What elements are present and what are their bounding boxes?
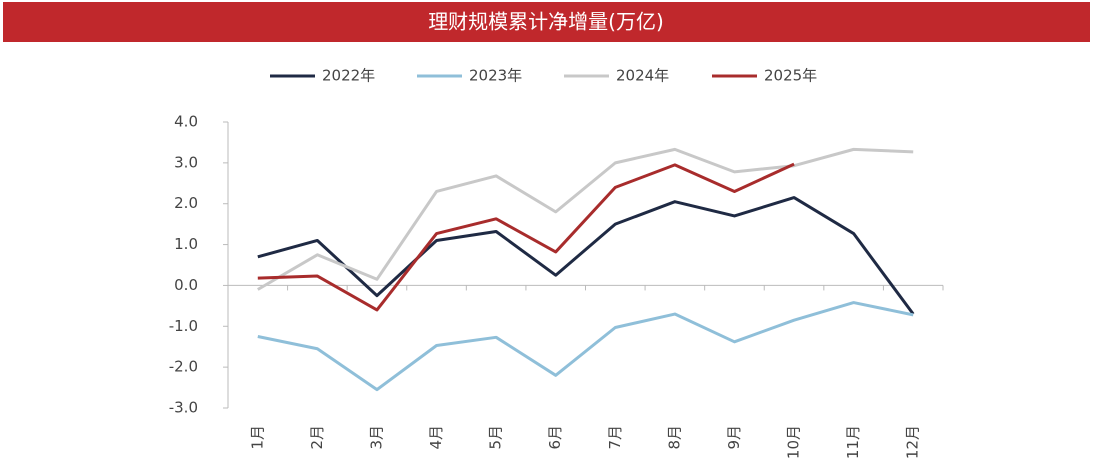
x-tick-label: 4月 (427, 425, 445, 450)
chart-title: 理财规模累计净增量(万亿) (428, 10, 664, 34)
x-tick-label: 10月 (785, 425, 803, 459)
y-tick-label: -1.0 (169, 317, 198, 335)
legend-label: 2024年 (616, 67, 669, 85)
y-tick-label: 4.0 (174, 113, 198, 131)
legend-label: 2025年 (764, 67, 817, 85)
legend-label: 2023年 (469, 67, 522, 85)
x-tick-label: 8月 (665, 425, 683, 450)
y-tick-label: 1.0 (174, 235, 198, 253)
x-tick-label: 12月 (904, 425, 922, 459)
x-tick-label: 9月 (725, 425, 743, 450)
series-line (257, 147, 914, 291)
legend-label: 2022年 (322, 67, 375, 85)
y-tick-label: 3.0 (174, 153, 198, 171)
x-tick-label: 3月 (367, 425, 385, 450)
x-tick-label: 7月 (606, 425, 624, 450)
x-tick-label: 6月 (546, 425, 564, 450)
title-banner (3, 2, 1090, 42)
x-tick-label: 1月 (248, 425, 266, 450)
x-tick-label: 2月 (308, 425, 326, 450)
x-tick-label: 5月 (487, 425, 505, 450)
y-tick-label: 2.0 (174, 194, 198, 212)
series-line (257, 301, 914, 392)
series-line (257, 196, 915, 315)
x-tick-label: 11月 (844, 425, 862, 459)
y-tick-label: -3.0 (169, 399, 198, 417)
series-line (257, 162, 795, 312)
y-tick-label: 0.0 (174, 276, 198, 294)
y-tick-label: -2.0 (169, 358, 198, 376)
